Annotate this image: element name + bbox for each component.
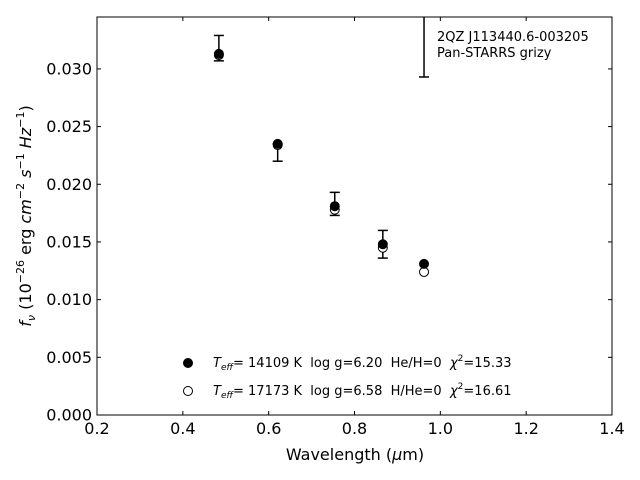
x-axis-ticks: 0.2 0.4 0.6 0.8 1.0 1.2 1.4 — [84, 17, 625, 438]
error-bars — [213, 17, 430, 259]
model-point-filled — [377, 239, 388, 250]
x-tick-label: 0.8 — [342, 419, 367, 438]
y-tick-label: 0.030 — [46, 59, 92, 78]
legend-marker-filled — [183, 358, 193, 368]
object-annotation-line1: 2QZ J113440.6-003205 — [437, 30, 589, 45]
y-tick-label: 0.020 — [46, 175, 92, 194]
model-point-filled — [272, 138, 283, 149]
legend: Teff= 14109 K log g=6.20 He/H=0 χ2=15.33… — [183, 354, 512, 401]
y-tick-label: 0.025 — [46, 117, 92, 136]
y-axis-label: fν (10−26 erg cm−2 s−1 Hz−1) — [14, 105, 38, 326]
x-tick-label: 1.2 — [513, 419, 538, 438]
model-point-filled — [329, 201, 340, 212]
legend-label-open: Teff= 17173 K log g=6.58 H/He=0 χ2=16.61 — [213, 382, 512, 401]
x-axis-label: Wavelength (μm) — [286, 445, 424, 464]
y-axis-ticks: 0.000 0.005 0.010 0.015 0.020 0.025 0.030 — [46, 59, 612, 425]
x-tick-label: 1.4 — [599, 419, 624, 438]
data-points — [213, 48, 430, 277]
y-tick-label: 0.000 — [46, 406, 92, 425]
x-tick-label: 0.2 — [84, 419, 109, 438]
y-tick-label: 0.010 — [46, 290, 92, 309]
model-point-filled — [419, 258, 430, 269]
legend-label-filled: Teff= 14109 K log g=6.20 He/H=0 χ2=15.33 — [213, 354, 512, 373]
x-tick-label: 0.6 — [256, 419, 281, 438]
object-annotation-line2: Pan-STARRS grizy — [437, 46, 552, 61]
y-tick-label: 0.005 — [46, 348, 92, 367]
model-point-filled — [213, 48, 224, 59]
x-tick-label: 1.0 — [428, 419, 453, 438]
x-tick-label: 0.4 — [170, 419, 195, 438]
legend-marker-open — [183, 386, 193, 396]
y-tick-label: 0.015 — [46, 232, 92, 251]
